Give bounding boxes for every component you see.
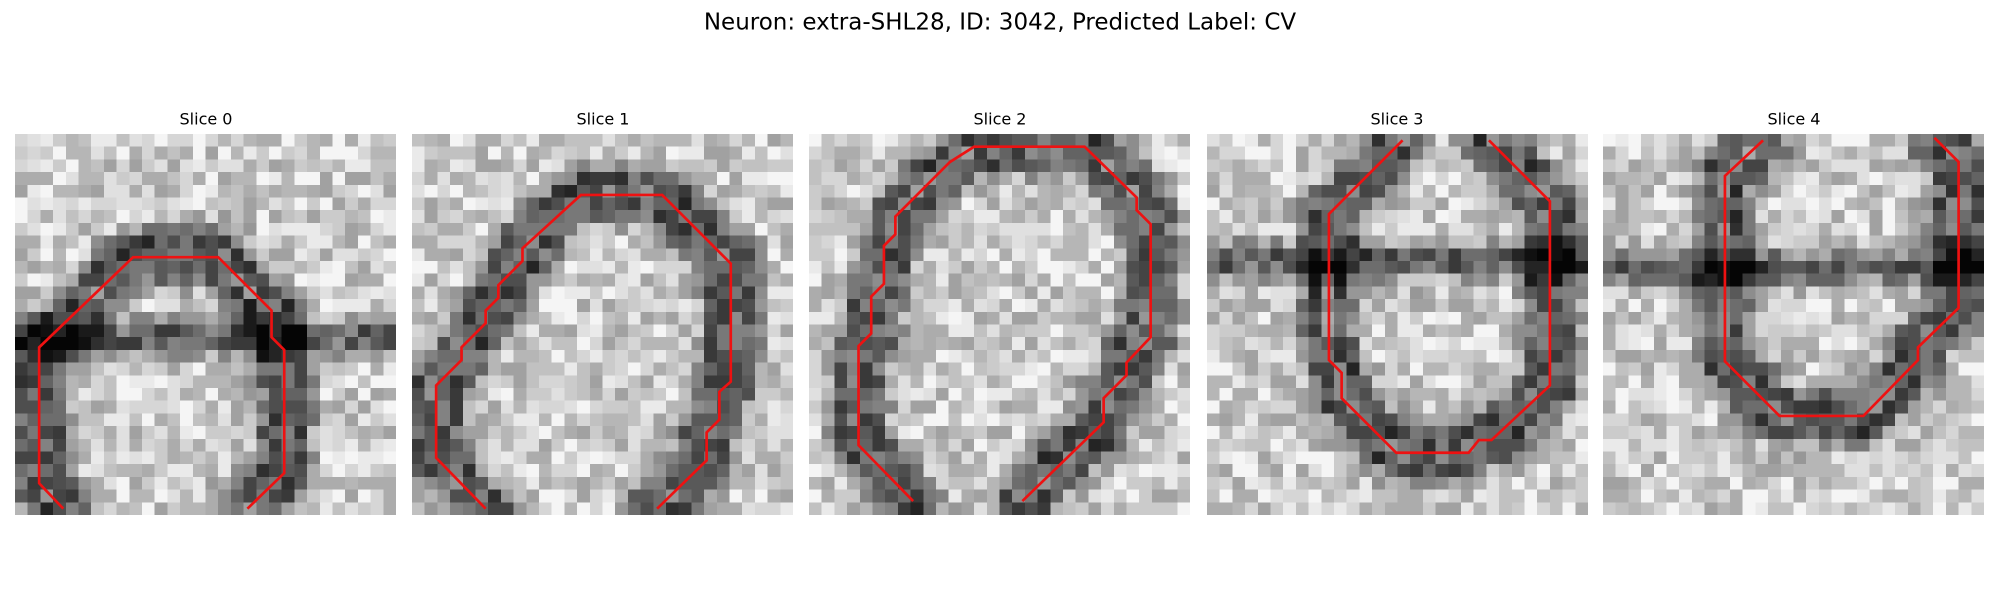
slice-panel <box>1207 134 1588 515</box>
figure-title: Neuron: extra-SHL28, ID: 3042, Predicted… <box>704 10 1297 36</box>
contour <box>37 255 286 510</box>
pixel-level <box>412 172 755 515</box>
slice-title: Slice 3 <box>1371 110 1424 129</box>
slice-image <box>15 134 396 516</box>
pixel-level <box>809 134 1190 515</box>
pixel-level <box>40 324 270 363</box>
pixel-level <box>1334 248 1588 287</box>
slice-panel <box>15 134 396 516</box>
pixel-level <box>809 134 1190 515</box>
pixel-level <box>15 146 396 515</box>
pixel-level <box>1615 134 1984 439</box>
pixel-level <box>834 134 1178 515</box>
contour <box>1327 139 1552 455</box>
pixel-level <box>1207 134 1588 515</box>
pixel-level <box>424 159 755 515</box>
pixel-level <box>27 134 396 515</box>
slice-image <box>1207 134 1588 515</box>
pixel-level <box>40 299 257 363</box>
pixel-level <box>1295 134 1550 465</box>
slice-panel <box>412 134 793 516</box>
contour <box>1723 136 1960 418</box>
contour <box>857 145 1152 502</box>
pixel-level <box>834 134 1178 515</box>
pixel-level <box>424 134 793 515</box>
contour <box>434 193 733 510</box>
slice-title: Slice 2 <box>974 110 1027 129</box>
slice-panel <box>1603 134 1984 515</box>
slice-title: Slice 1 <box>577 110 630 129</box>
pixel-level <box>412 134 793 515</box>
pixel-level <box>1704 248 1984 287</box>
pixel-level <box>1603 134 1972 515</box>
pixel-level <box>1691 134 1984 452</box>
slice-title: Slice 0 <box>180 110 233 129</box>
pixel-level <box>15 261 396 503</box>
pixel-level <box>1603 159 1984 515</box>
pixel-level <box>834 134 1178 515</box>
slice-title: Slice 4 <box>1768 110 1821 129</box>
pixel-level <box>1704 184 1984 439</box>
pixel-level <box>412 184 768 516</box>
pixel-level <box>15 324 308 350</box>
slice-image <box>809 134 1190 515</box>
pixel-level <box>53 134 396 515</box>
slice-panel <box>809 134 1190 515</box>
pixel-level <box>412 184 755 516</box>
pixel-level <box>15 222 371 515</box>
pixel-level <box>27 222 320 515</box>
pixel-level <box>1295 134 1576 465</box>
pixel-level <box>53 235 358 515</box>
pixel-level <box>809 134 1190 515</box>
pixel-level <box>1603 134 1984 515</box>
pixel-level <box>1219 197 1576 477</box>
pixel-level <box>1603 134 1984 515</box>
pixel-level <box>1207 134 1588 490</box>
slice-image <box>1603 134 1984 515</box>
pixel-level <box>1207 134 1588 515</box>
slice-image <box>412 134 793 516</box>
pixel-level <box>1245 146 1588 465</box>
